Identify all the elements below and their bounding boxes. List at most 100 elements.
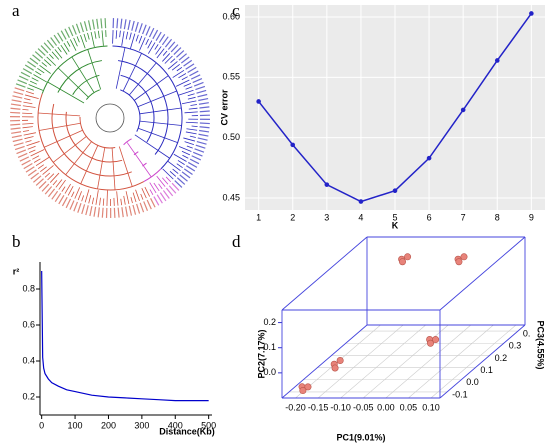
leaf-branch bbox=[58, 179, 66, 190]
leaf-label bbox=[25, 166, 35, 173]
y-tick-label: 0.50 bbox=[222, 132, 240, 142]
leaf-label bbox=[197, 137, 208, 141]
branch bbox=[138, 127, 178, 144]
leaf-label bbox=[190, 74, 201, 80]
leaf-branch bbox=[91, 197, 95, 205]
x-tick-label: 400 bbox=[168, 420, 183, 430]
leaf-branch bbox=[22, 126, 33, 129]
leaf-label bbox=[116, 18, 119, 29]
branch-arc bbox=[133, 151, 139, 156]
leaf-branch bbox=[23, 132, 36, 136]
data-point bbox=[304, 383, 312, 391]
leaf-label bbox=[33, 175, 42, 183]
leaf-branch bbox=[77, 191, 82, 201]
leaf-branch bbox=[184, 141, 195, 145]
leaf-branch bbox=[22, 112, 33, 115]
branch bbox=[134, 134, 170, 159]
leaf-label bbox=[22, 68, 33, 75]
branch bbox=[65, 141, 92, 175]
leaf-label bbox=[165, 187, 174, 197]
leaf-label bbox=[65, 198, 72, 209]
branch bbox=[71, 56, 95, 93]
leaf-branch bbox=[125, 191, 130, 205]
leaf-label bbox=[164, 38, 173, 48]
leaf-label bbox=[195, 144, 206, 149]
x-tick-label: 3 bbox=[324, 212, 329, 222]
y-axis-label: PC2(7.17%) bbox=[256, 329, 266, 378]
leaf-branch bbox=[55, 179, 63, 188]
data-point bbox=[324, 182, 330, 187]
x-tick-label: 200 bbox=[101, 420, 116, 430]
z-tick-label: 0.3 bbox=[509, 341, 522, 351]
leaf-branch bbox=[115, 30, 118, 39]
leaf-label bbox=[77, 203, 82, 213]
leaf-label bbox=[134, 21, 139, 32]
leaf-label bbox=[174, 180, 183, 188]
leaf-branch bbox=[46, 56, 57, 66]
x-tick-label: 6 bbox=[427, 212, 432, 222]
leaf-label bbox=[132, 204, 137, 215]
leaf-label bbox=[87, 20, 92, 31]
y-tick-label: 0.4 bbox=[22, 355, 35, 365]
branch-arc bbox=[72, 74, 100, 95]
leaf-branch bbox=[165, 176, 171, 183]
z-tick-label: 0.2 bbox=[495, 353, 508, 363]
leaf-branch bbox=[76, 36, 80, 43]
leaf-label bbox=[10, 107, 21, 110]
leaf-branch bbox=[149, 189, 154, 196]
leaf-branch bbox=[185, 131, 197, 135]
leaf-label bbox=[81, 204, 86, 215]
leaf-branch bbox=[39, 64, 51, 74]
leaf-branch bbox=[25, 91, 35, 95]
data-point bbox=[426, 155, 432, 161]
data-point bbox=[299, 387, 307, 395]
x-tick-label: 4 bbox=[358, 212, 363, 222]
leaf-branch bbox=[125, 31, 129, 40]
branch-arc bbox=[120, 89, 141, 132]
leaf-label bbox=[97, 207, 100, 218]
leaf-branch bbox=[153, 182, 160, 192]
panel-label: a bbox=[12, 1, 20, 20]
leaf-label bbox=[83, 21, 88, 32]
data-point bbox=[529, 11, 534, 16]
leaf-branch bbox=[176, 66, 183, 72]
leaf-branch bbox=[94, 31, 97, 39]
leaf-label bbox=[185, 63, 195, 70]
leaf-branch bbox=[189, 135, 196, 138]
leaf-label bbox=[148, 27, 155, 38]
leaf-branch bbox=[185, 86, 193, 90]
leaf-label bbox=[47, 188, 56, 198]
leaf-label bbox=[57, 32, 64, 42]
grid-line bbox=[408, 324, 494, 399]
x-tick-label: 0 bbox=[39, 420, 44, 430]
leaf-branch bbox=[172, 168, 179, 174]
leaf-label bbox=[79, 22, 84, 33]
leaf-label bbox=[15, 83, 26, 88]
branch bbox=[139, 107, 182, 115]
leaf-branch bbox=[191, 125, 198, 127]
leaf-label bbox=[20, 71, 31, 78]
leaf-label bbox=[85, 205, 89, 216]
leaf-label bbox=[38, 180, 47, 189]
leaf-branch bbox=[175, 79, 190, 87]
branch bbox=[47, 81, 85, 104]
leaf-branch bbox=[172, 69, 185, 78]
branch-arc bbox=[41, 45, 108, 94]
x-tick-label: 7 bbox=[461, 212, 466, 222]
leaf-label bbox=[27, 169, 37, 177]
leaf-branch bbox=[47, 173, 55, 181]
leaf-label bbox=[180, 56, 190, 64]
branch bbox=[39, 122, 81, 131]
grid-line bbox=[430, 324, 517, 399]
y-tick-label: 0.0 bbox=[263, 367, 276, 377]
leaf-branch bbox=[23, 101, 33, 105]
branch bbox=[115, 47, 126, 89]
leaf-branch bbox=[66, 40, 71, 47]
leaf-label bbox=[146, 199, 152, 210]
leaf-label bbox=[199, 110, 210, 113]
leaf-branch bbox=[162, 177, 169, 185]
branch bbox=[97, 147, 106, 189]
leaf-branch bbox=[49, 172, 60, 183]
branch bbox=[87, 49, 102, 90]
